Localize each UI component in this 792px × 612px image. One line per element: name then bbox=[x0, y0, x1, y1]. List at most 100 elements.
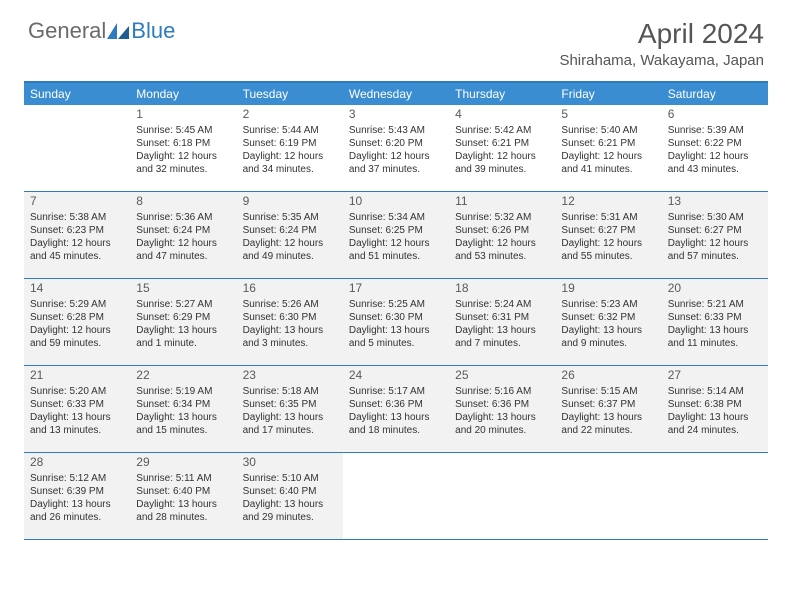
daylight-line2: and 7 minutes. bbox=[455, 337, 549, 350]
daylight-line1: Daylight: 13 hours bbox=[243, 324, 337, 337]
calendar-cell: 28Sunrise: 5:12 AMSunset: 6:39 PMDayligh… bbox=[24, 453, 130, 539]
daylight-line2: and 11 minutes. bbox=[668, 337, 762, 350]
daylight-line2: and 29 minutes. bbox=[243, 511, 337, 524]
calendar-cell bbox=[343, 453, 449, 539]
daylight-line2: and 47 minutes. bbox=[136, 250, 230, 263]
sunrise-text: Sunrise: 5:35 AM bbox=[243, 211, 337, 224]
daylight-line1: Daylight: 13 hours bbox=[561, 411, 655, 424]
sunrise-text: Sunrise: 5:24 AM bbox=[455, 298, 549, 311]
calendar-cell: 6Sunrise: 5:39 AMSunset: 6:22 PMDaylight… bbox=[662, 105, 768, 191]
calendar-cell: 11Sunrise: 5:32 AMSunset: 6:26 PMDayligh… bbox=[449, 192, 555, 278]
daylight-line1: Daylight: 12 hours bbox=[136, 150, 230, 163]
daylight-line1: Daylight: 13 hours bbox=[668, 324, 762, 337]
daylight-line1: Daylight: 13 hours bbox=[349, 411, 443, 424]
daylight-line2: and 32 minutes. bbox=[136, 163, 230, 176]
calendar-week-row: 21Sunrise: 5:20 AMSunset: 6:33 PMDayligh… bbox=[24, 366, 768, 453]
daylight-line1: Daylight: 12 hours bbox=[136, 237, 230, 250]
day-number: 15 bbox=[136, 281, 230, 297]
day-number: 24 bbox=[349, 368, 443, 384]
day-number: 11 bbox=[455, 194, 549, 210]
daylight-line2: and 13 minutes. bbox=[30, 424, 124, 437]
sunrise-text: Sunrise: 5:20 AM bbox=[30, 385, 124, 398]
sunset-text: Sunset: 6:40 PM bbox=[243, 485, 337, 498]
day-number: 28 bbox=[30, 455, 124, 471]
sunrise-text: Sunrise: 5:25 AM bbox=[349, 298, 443, 311]
calendar-cell: 13Sunrise: 5:30 AMSunset: 6:27 PMDayligh… bbox=[662, 192, 768, 278]
sunset-text: Sunset: 6:20 PM bbox=[349, 137, 443, 150]
sunrise-text: Sunrise: 5:34 AM bbox=[349, 211, 443, 224]
daylight-line2: and 1 minute. bbox=[136, 337, 230, 350]
day-number: 18 bbox=[455, 281, 549, 297]
weekday-header: Monday bbox=[130, 83, 236, 105]
calendar-cell: 2Sunrise: 5:44 AMSunset: 6:19 PMDaylight… bbox=[237, 105, 343, 191]
daylight-line1: Daylight: 12 hours bbox=[455, 150, 549, 163]
calendar-cell bbox=[24, 105, 130, 191]
sunrise-text: Sunrise: 5:21 AM bbox=[668, 298, 762, 311]
day-number: 25 bbox=[455, 368, 549, 384]
day-number: 13 bbox=[668, 194, 762, 210]
day-number: 8 bbox=[136, 194, 230, 210]
sunrise-text: Sunrise: 5:31 AM bbox=[561, 211, 655, 224]
daylight-line2: and 43 minutes. bbox=[668, 163, 762, 176]
sunrise-text: Sunrise: 5:29 AM bbox=[30, 298, 124, 311]
calendar-cell: 18Sunrise: 5:24 AMSunset: 6:31 PMDayligh… bbox=[449, 279, 555, 365]
day-number: 21 bbox=[30, 368, 124, 384]
daylight-line2: and 41 minutes. bbox=[561, 163, 655, 176]
day-number: 5 bbox=[561, 107, 655, 123]
calendar-cell: 30Sunrise: 5:10 AMSunset: 6:40 PMDayligh… bbox=[237, 453, 343, 539]
calendar-cell: 20Sunrise: 5:21 AMSunset: 6:33 PMDayligh… bbox=[662, 279, 768, 365]
title-block: April 2024 Shirahama, Wakayama, Japan bbox=[559, 18, 764, 69]
calendar-weeks: 1Sunrise: 5:45 AMSunset: 6:18 PMDaylight… bbox=[24, 105, 768, 540]
sunset-text: Sunset: 6:36 PM bbox=[455, 398, 549, 411]
daylight-line2: and 51 minutes. bbox=[349, 250, 443, 263]
daylight-line2: and 57 minutes. bbox=[668, 250, 762, 263]
weekday-header: Thursday bbox=[449, 83, 555, 105]
daylight-line1: Daylight: 12 hours bbox=[668, 237, 762, 250]
weekday-header: Tuesday bbox=[237, 83, 343, 105]
sunrise-text: Sunrise: 5:42 AM bbox=[455, 124, 549, 137]
sunrise-text: Sunrise: 5:18 AM bbox=[243, 385, 337, 398]
sunset-text: Sunset: 6:30 PM bbox=[243, 311, 337, 324]
daylight-line2: and 34 minutes. bbox=[243, 163, 337, 176]
month-title: April 2024 bbox=[559, 18, 764, 50]
sunrise-text: Sunrise: 5:38 AM bbox=[30, 211, 124, 224]
daylight-line1: Daylight: 13 hours bbox=[349, 324, 443, 337]
calendar-cell: 29Sunrise: 5:11 AMSunset: 6:40 PMDayligh… bbox=[130, 453, 236, 539]
daylight-line1: Daylight: 13 hours bbox=[455, 324, 549, 337]
calendar-cell: 14Sunrise: 5:29 AMSunset: 6:28 PMDayligh… bbox=[24, 279, 130, 365]
daylight-line1: Daylight: 12 hours bbox=[30, 324, 124, 337]
calendar-cell: 9Sunrise: 5:35 AMSunset: 6:24 PMDaylight… bbox=[237, 192, 343, 278]
sunrise-text: Sunrise: 5:43 AM bbox=[349, 124, 443, 137]
daylight-line1: Daylight: 13 hours bbox=[136, 324, 230, 337]
sunset-text: Sunset: 6:28 PM bbox=[30, 311, 124, 324]
day-number: 16 bbox=[243, 281, 337, 297]
sunrise-text: Sunrise: 5:19 AM bbox=[136, 385, 230, 398]
daylight-line1: Daylight: 12 hours bbox=[561, 150, 655, 163]
day-number: 14 bbox=[30, 281, 124, 297]
weekday-header: Sunday bbox=[24, 83, 130, 105]
daylight-line1: Daylight: 13 hours bbox=[455, 411, 549, 424]
calendar-cell: 24Sunrise: 5:17 AMSunset: 6:36 PMDayligh… bbox=[343, 366, 449, 452]
daylight-line1: Daylight: 12 hours bbox=[349, 237, 443, 250]
sunset-text: Sunset: 6:29 PM bbox=[136, 311, 230, 324]
day-number: 20 bbox=[668, 281, 762, 297]
sunset-text: Sunset: 6:30 PM bbox=[349, 311, 443, 324]
weekday-header-row: Sunday Monday Tuesday Wednesday Thursday… bbox=[24, 83, 768, 105]
sunset-text: Sunset: 6:31 PM bbox=[455, 311, 549, 324]
sunset-text: Sunset: 6:21 PM bbox=[455, 137, 549, 150]
calendar-cell: 25Sunrise: 5:16 AMSunset: 6:36 PMDayligh… bbox=[449, 366, 555, 452]
daylight-line1: Daylight: 13 hours bbox=[243, 498, 337, 511]
daylight-line1: Daylight: 12 hours bbox=[668, 150, 762, 163]
daylight-line2: and 39 minutes. bbox=[455, 163, 549, 176]
day-number: 6 bbox=[668, 107, 762, 123]
sunset-text: Sunset: 6:21 PM bbox=[561, 137, 655, 150]
sunrise-text: Sunrise: 5:15 AM bbox=[561, 385, 655, 398]
weekday-header: Wednesday bbox=[343, 83, 449, 105]
daylight-line1: Daylight: 13 hours bbox=[30, 411, 124, 424]
day-number: 2 bbox=[243, 107, 337, 123]
calendar-cell: 21Sunrise: 5:20 AMSunset: 6:33 PMDayligh… bbox=[24, 366, 130, 452]
daylight-line1: Daylight: 12 hours bbox=[561, 237, 655, 250]
sunset-text: Sunset: 6:33 PM bbox=[668, 311, 762, 324]
sunrise-text: Sunrise: 5:27 AM bbox=[136, 298, 230, 311]
day-number: 23 bbox=[243, 368, 337, 384]
